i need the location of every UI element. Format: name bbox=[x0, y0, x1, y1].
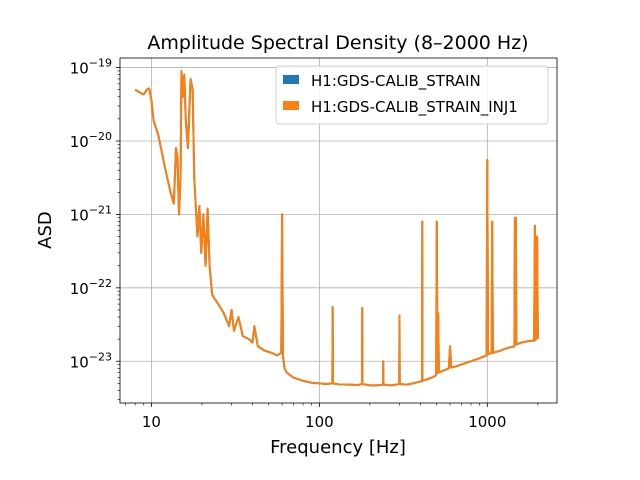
series-layer bbox=[134, 69, 539, 387]
x-tick-label: 10 bbox=[142, 413, 161, 431]
y-tick-label: 10−23 bbox=[70, 350, 112, 371]
y-axis-label: ASD bbox=[35, 211, 56, 249]
legend-label-strain: H1:GDS-CALIB_STRAIN bbox=[311, 72, 481, 91]
y-tick-label: 10−21 bbox=[70, 203, 112, 224]
y-axis-ticks: 10−19 10−20 10−21 10−22 10−23 bbox=[70, 57, 120, 400]
plot-border bbox=[119, 57, 558, 404]
x-tick-label: 100 bbox=[305, 413, 334, 431]
x-axis-ticks: 10 100 1000 bbox=[125, 403, 539, 431]
x-axis-label: Frequency [Hz] bbox=[270, 437, 406, 458]
legend-swatch-strain-inj1 bbox=[283, 101, 299, 110]
legend[interactable]: H1:GDS-CALIB_STRAIN H1:GDS-CALIB_STRAIN_… bbox=[275, 65, 549, 125]
x-tick-label: 1000 bbox=[468, 413, 506, 431]
series-line-strain-inj1 bbox=[134, 69, 539, 387]
legend-swatch-strain bbox=[283, 75, 299, 84]
y-tick-label: 10−20 bbox=[70, 130, 112, 151]
chart-title: Amplitude Spectral Density (8–2000 Hz) bbox=[147, 32, 528, 54]
legend-box bbox=[275, 65, 549, 125]
legend-label-strain-inj1: H1:GDS-CALIB_STRAIN_INJ1 bbox=[311, 98, 518, 117]
y-tick-label: 10−22 bbox=[70, 277, 112, 298]
y-tick-label: 10−19 bbox=[70, 57, 112, 78]
